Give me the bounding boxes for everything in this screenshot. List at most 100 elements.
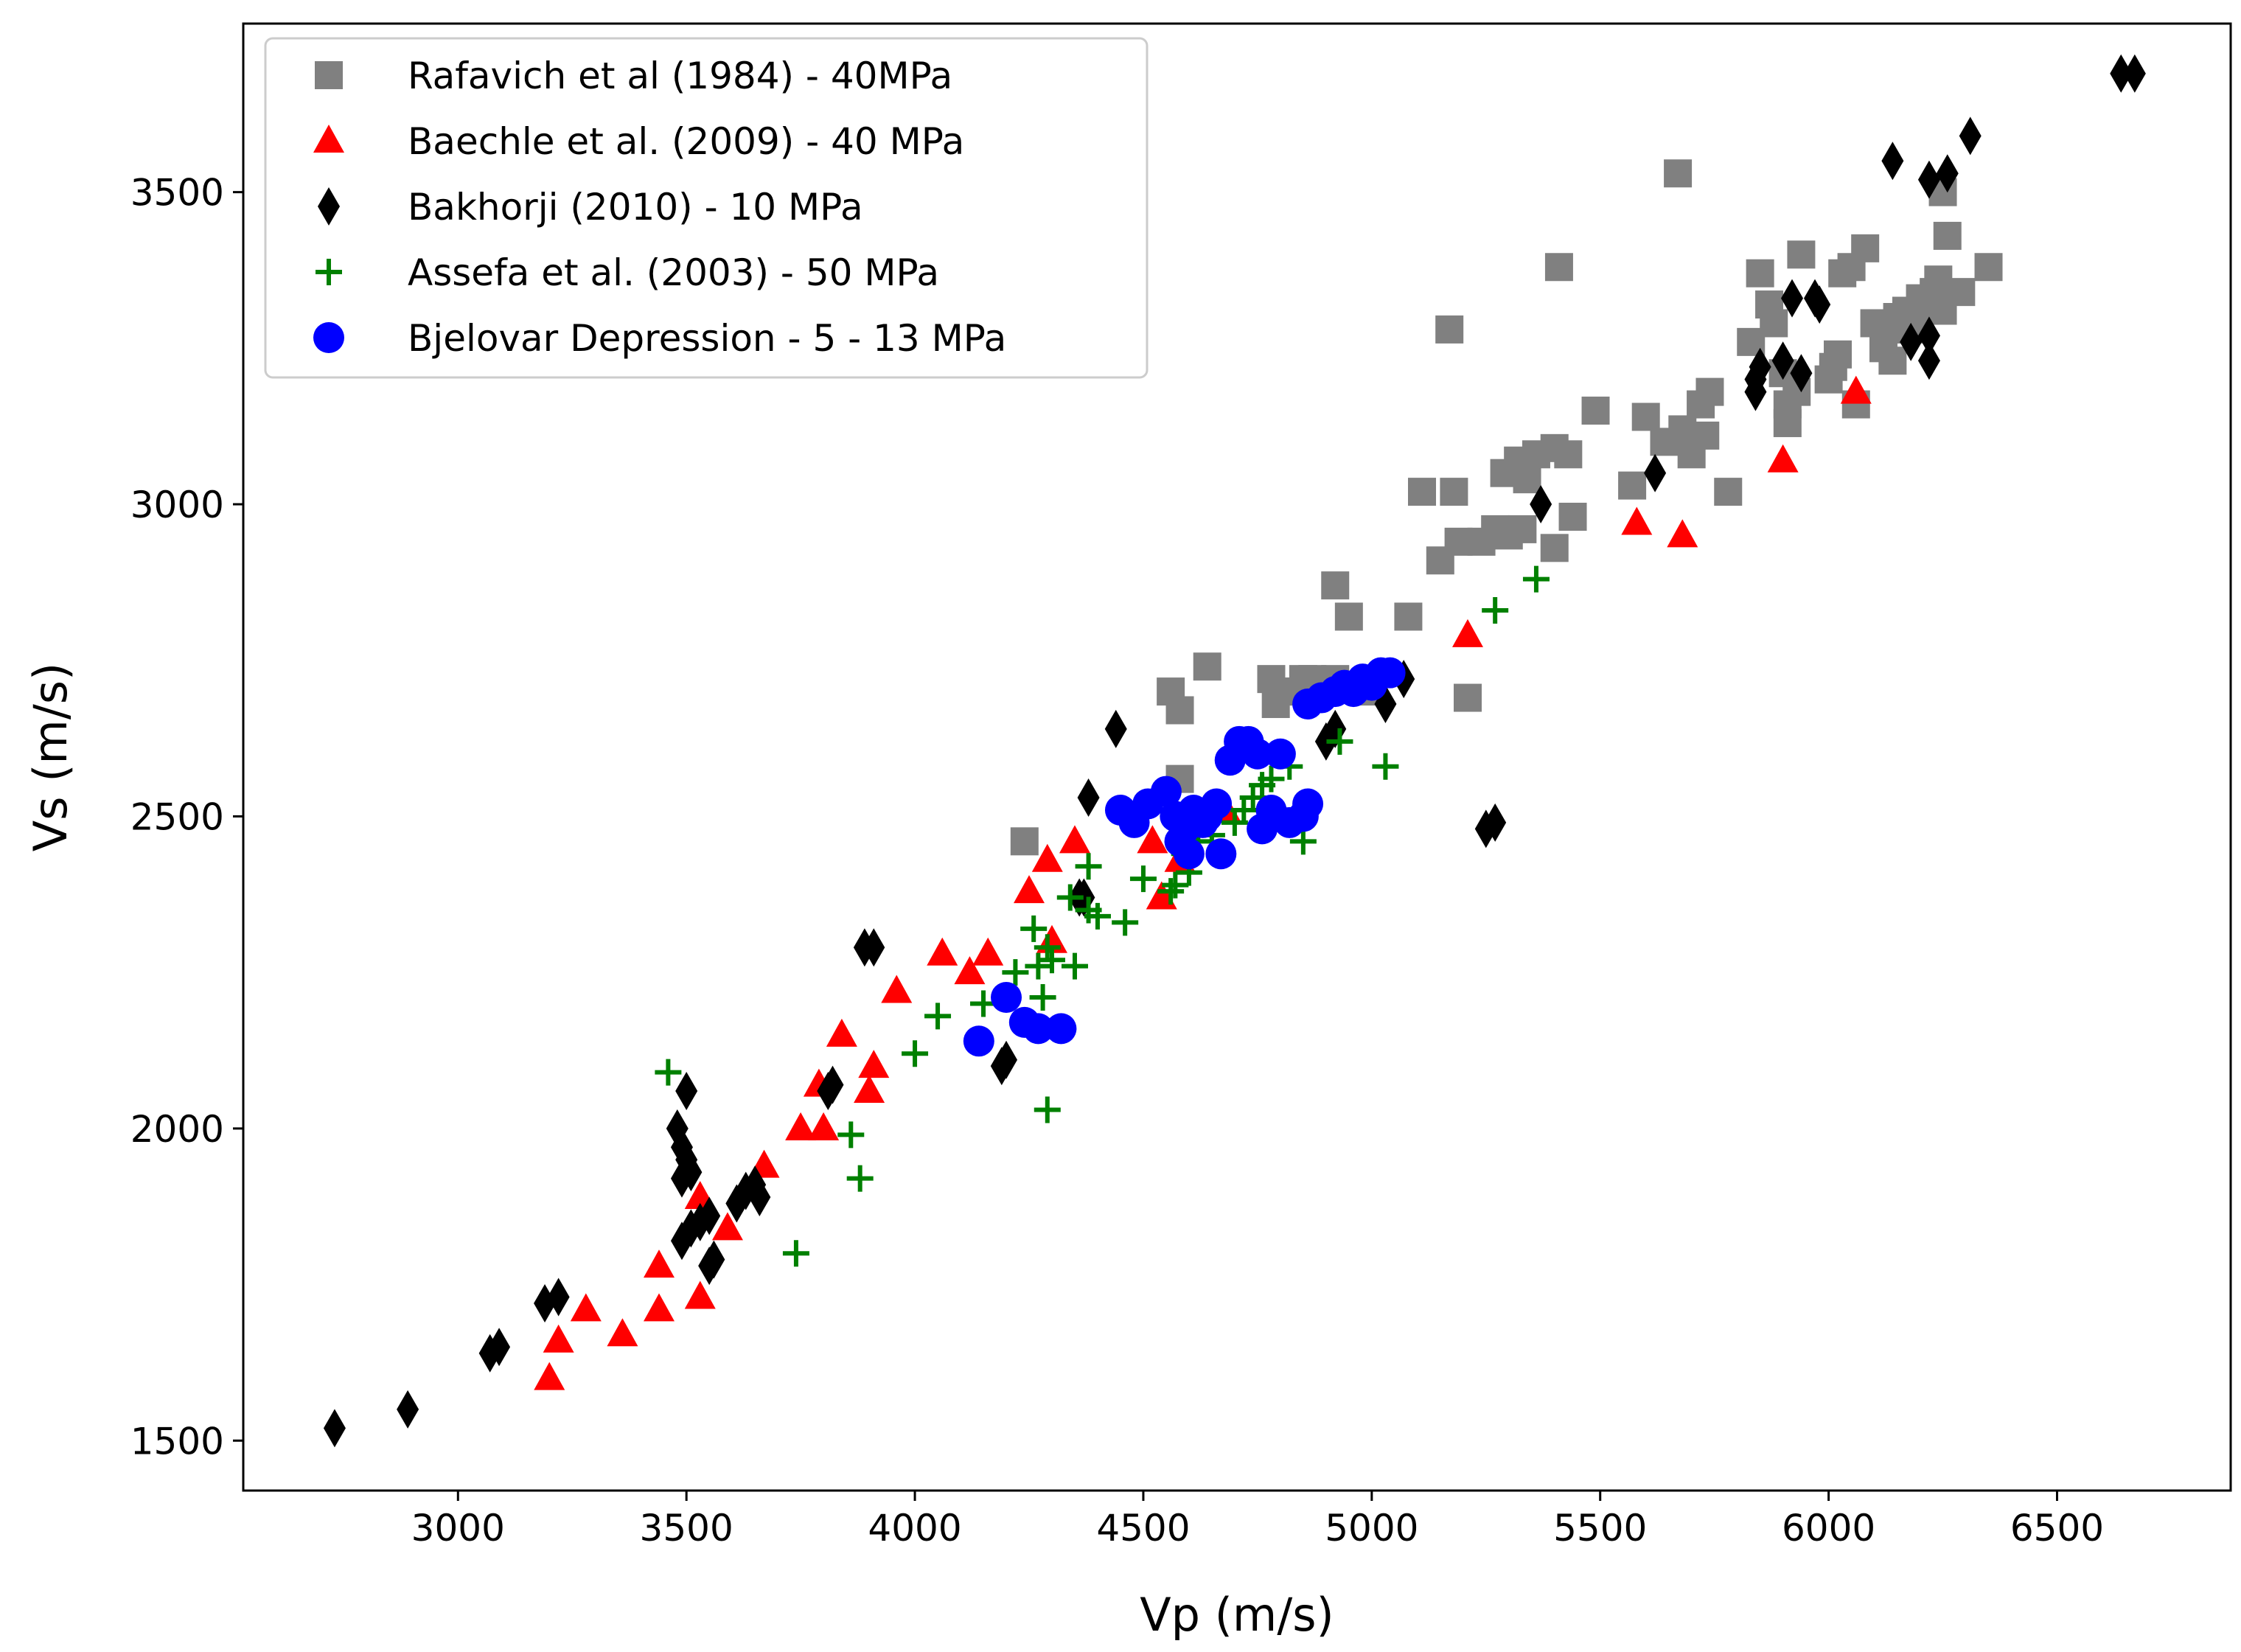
y-tick-label: 3000 bbox=[130, 484, 224, 526]
data-point bbox=[1075, 853, 1102, 880]
data-point bbox=[826, 1018, 857, 1047]
data-point bbox=[1321, 571, 1350, 600]
data-point bbox=[1334, 602, 1363, 631]
data-point bbox=[837, 1121, 865, 1149]
data-point bbox=[1621, 506, 1653, 535]
data-point bbox=[1084, 902, 1111, 930]
data-point bbox=[534, 1362, 565, 1390]
data-point bbox=[821, 1065, 844, 1104]
data-point bbox=[1372, 753, 1399, 780]
data-point bbox=[927, 937, 958, 966]
data-point bbox=[1157, 878, 1185, 905]
data-point bbox=[1644, 453, 1667, 492]
data-point bbox=[1010, 827, 1039, 856]
data-point bbox=[1823, 340, 1852, 369]
data-point bbox=[675, 1072, 698, 1111]
data-point bbox=[881, 975, 913, 1003]
data-point bbox=[1695, 377, 1724, 406]
data-point bbox=[1781, 279, 1804, 318]
data-point bbox=[1034, 934, 1061, 961]
legend-label: Rafavich et al (1984) - 40MPa bbox=[408, 55, 952, 97]
data-point bbox=[854, 1075, 885, 1104]
data-point bbox=[711, 1212, 743, 1241]
data-point bbox=[1435, 315, 1464, 344]
data-point bbox=[1746, 259, 1774, 287]
data-point bbox=[1974, 253, 2003, 282]
data-point bbox=[1947, 278, 1976, 307]
data-point bbox=[1104, 709, 1127, 748]
data-point bbox=[1201, 788, 1233, 820]
data-point bbox=[1760, 309, 1788, 338]
data-point bbox=[1767, 444, 1799, 473]
data-point bbox=[1667, 519, 1698, 548]
data-point bbox=[1022, 1013, 1054, 1045]
data-point bbox=[684, 1280, 716, 1309]
data-point bbox=[1790, 354, 1813, 393]
x-tick-label: 4500 bbox=[1096, 1507, 1190, 1550]
y-tick-label: 2000 bbox=[130, 1108, 224, 1151]
legend-marker bbox=[318, 187, 340, 226]
data-point bbox=[2123, 54, 2146, 93]
data-point bbox=[1451, 618, 1483, 647]
data-point bbox=[1038, 947, 1065, 974]
data-point bbox=[2110, 54, 2133, 93]
legend-frame bbox=[264, 37, 1149, 379]
data-point bbox=[1631, 402, 1660, 431]
data-point bbox=[1258, 765, 1285, 792]
data-point bbox=[1374, 657, 1406, 689]
data-point bbox=[1002, 959, 1029, 986]
x-tick-label: 6000 bbox=[1782, 1507, 1875, 1550]
data-point bbox=[1077, 778, 1100, 818]
data-point bbox=[785, 1112, 817, 1140]
data-point bbox=[972, 937, 1004, 966]
data-point bbox=[1129, 865, 1157, 893]
data-point bbox=[1045, 1013, 1077, 1045]
data-point bbox=[1482, 597, 1509, 624]
data-point bbox=[1936, 154, 1959, 193]
data-point bbox=[1917, 341, 1940, 380]
data-point bbox=[488, 1328, 511, 1367]
data-point bbox=[1193, 652, 1221, 681]
data-point bbox=[643, 1250, 675, 1278]
legend-marker bbox=[313, 125, 344, 153]
legend-label: Assefa et al. (2003) - 50 MPa bbox=[408, 251, 939, 294]
data-point bbox=[1408, 478, 1437, 506]
data-point bbox=[1749, 347, 1771, 386]
data-point bbox=[1162, 871, 1189, 899]
data-point bbox=[607, 1318, 638, 1347]
data-point bbox=[1241, 738, 1273, 770]
y-tick-label: 2500 bbox=[130, 795, 224, 838]
data-point bbox=[1061, 952, 1088, 980]
data-point bbox=[1808, 285, 1831, 324]
data-point bbox=[1059, 825, 1090, 854]
y-axis-title: Vs (m/s) bbox=[24, 663, 77, 851]
data-point bbox=[1900, 322, 1923, 361]
data-point bbox=[1878, 346, 1907, 375]
data-point bbox=[1150, 776, 1182, 807]
legend-label: Bakhorji (2010) - 10 MPa bbox=[408, 186, 863, 229]
data-point bbox=[1851, 234, 1880, 262]
data-point bbox=[1014, 875, 1045, 904]
data-point bbox=[703, 1240, 725, 1279]
data-point bbox=[1056, 884, 1084, 911]
legend-marker bbox=[313, 322, 344, 353]
x-tick-label: 6500 bbox=[2010, 1507, 2104, 1550]
data-point bbox=[1530, 485, 1552, 524]
data-point bbox=[995, 1040, 1018, 1079]
data-point bbox=[323, 1409, 346, 1448]
data-point bbox=[858, 1050, 890, 1078]
data-point bbox=[1558, 502, 1587, 531]
data-point bbox=[655, 1059, 682, 1086]
data-point bbox=[1933, 221, 1962, 250]
series-circle bbox=[963, 657, 1406, 1057]
data-point bbox=[1664, 159, 1693, 188]
x-axis-title: Vp (m/s) bbox=[1140, 1588, 1334, 1642]
y-tick-label: 3500 bbox=[130, 172, 224, 215]
x-tick-label: 4000 bbox=[868, 1507, 961, 1550]
data-point bbox=[748, 1178, 771, 1216]
x-tick-label: 3000 bbox=[411, 1507, 505, 1550]
data-point bbox=[902, 1040, 929, 1067]
data-point bbox=[1394, 602, 1423, 631]
data-point bbox=[570, 1293, 602, 1322]
